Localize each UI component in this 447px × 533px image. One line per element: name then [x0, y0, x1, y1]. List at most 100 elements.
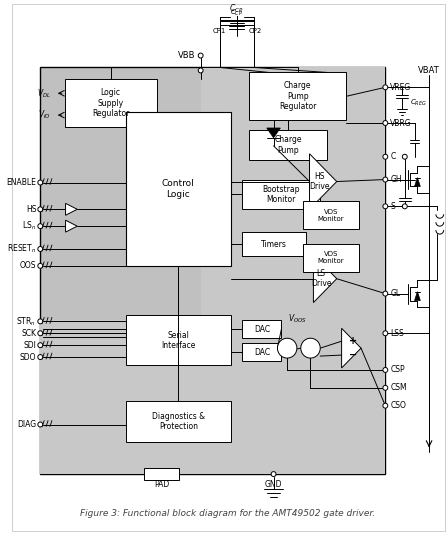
Circle shape [383, 120, 388, 125]
Circle shape [38, 331, 43, 336]
Text: LS$_n$: LS$_n$ [22, 220, 36, 232]
Circle shape [38, 207, 43, 212]
Bar [40, 320, 385, 474]
Text: Diagnostics &
Protection: Diagnostics & Protection [152, 412, 205, 431]
Circle shape [383, 331, 388, 336]
Polygon shape [66, 204, 77, 215]
Text: GH: GH [390, 175, 402, 184]
Text: HS: HS [26, 205, 36, 214]
Text: $V_{IO}$: $V_{IO}$ [38, 109, 51, 122]
Bar [249, 72, 346, 120]
Text: DIAG: DIAG [17, 420, 36, 429]
Polygon shape [414, 177, 420, 187]
Circle shape [383, 367, 388, 373]
Circle shape [198, 68, 203, 73]
Text: S: S [390, 202, 395, 211]
Text: CP1: CP1 [212, 28, 226, 34]
Circle shape [38, 354, 43, 360]
Text: ENABLE: ENABLE [7, 178, 36, 187]
Text: Timers: Timers [261, 239, 287, 248]
Circle shape [301, 338, 320, 358]
Polygon shape [414, 292, 420, 301]
Text: VDS
Monitor: VDS Monitor [318, 252, 344, 264]
Text: VDS
Monitor: VDS Monitor [318, 209, 344, 222]
Text: $C_{REG}$: $C_{REG}$ [409, 98, 426, 108]
Text: STR$_n$: STR$_n$ [17, 315, 36, 328]
Text: HS
Drive: HS Drive [309, 172, 329, 191]
Bar [40, 68, 385, 474]
Text: SDI: SDI [24, 341, 36, 350]
Circle shape [38, 422, 43, 427]
Text: DAC: DAC [254, 325, 270, 334]
Circle shape [38, 246, 43, 252]
Text: Charge
Pump
Regulator: Charge Pump Regulator [279, 82, 316, 111]
Text: $C_{CP}$: $C_{CP}$ [229, 3, 244, 15]
Bar [126, 112, 231, 266]
Circle shape [198, 53, 203, 58]
Text: Control
Logic: Control Logic [162, 179, 195, 199]
Bar [126, 401, 231, 442]
Polygon shape [313, 255, 337, 303]
Bar [201, 68, 385, 333]
Polygon shape [309, 154, 337, 209]
Bar [303, 201, 359, 229]
Text: CSM: CSM [390, 383, 407, 392]
Text: C: C [390, 152, 396, 161]
Circle shape [38, 319, 43, 324]
Circle shape [278, 338, 297, 358]
Bar [242, 343, 281, 361]
Text: VBRG: VBRG [390, 118, 412, 127]
Bar [303, 244, 359, 272]
Bar [242, 320, 281, 338]
Circle shape [383, 403, 388, 408]
Text: RESET$_n$: RESET$_n$ [7, 243, 36, 255]
Text: VBAT: VBAT [418, 66, 440, 75]
Text: Serial
Interface: Serial Interface [161, 330, 195, 350]
Circle shape [38, 180, 43, 185]
Circle shape [38, 263, 43, 268]
Text: VREG: VREG [390, 83, 411, 92]
Circle shape [271, 472, 276, 477]
Text: SCK: SCK [21, 329, 36, 338]
Text: PAD: PAD [154, 480, 169, 489]
Circle shape [383, 204, 388, 209]
Bar [242, 232, 306, 256]
Text: DAC: DAC [254, 348, 270, 357]
Text: $V_{OOS}$: $V_{OOS}$ [288, 312, 307, 325]
Circle shape [383, 385, 388, 390]
Text: CP2: CP2 [249, 28, 261, 34]
Text: Logic
Supply
Regulator: Logic Supply Regulator [92, 88, 130, 118]
Polygon shape [267, 128, 280, 138]
Text: GND: GND [265, 480, 283, 489]
Bar [144, 468, 179, 480]
Text: $V_{DL}$: $V_{DL}$ [37, 87, 51, 100]
Text: SDO: SDO [20, 352, 36, 361]
Text: +: + [349, 336, 357, 346]
Polygon shape [342, 328, 361, 368]
Text: −: − [349, 350, 357, 360]
Text: Bootstrap
Monitor: Bootstrap Monitor [262, 185, 300, 204]
Circle shape [38, 343, 43, 348]
Text: CSP: CSP [390, 366, 405, 375]
Circle shape [383, 291, 388, 296]
Polygon shape [66, 220, 77, 232]
Circle shape [38, 224, 43, 229]
Text: LSS: LSS [390, 329, 404, 338]
Text: VBB: VBB [178, 51, 196, 60]
Circle shape [383, 177, 388, 182]
Bar [242, 180, 320, 209]
Text: CSO: CSO [390, 401, 406, 410]
Text: Charge
Pump: Charge Pump [274, 135, 302, 155]
Bar [249, 130, 327, 160]
Circle shape [383, 154, 388, 159]
Text: Figure 3: Functional block diagram for the AMT49502 gate driver.: Figure 3: Functional block diagram for t… [80, 509, 375, 518]
Bar [126, 316, 231, 365]
Text: OOS: OOS [20, 261, 36, 270]
Text: LS
Drive: LS Drive [311, 269, 331, 288]
Circle shape [402, 204, 407, 209]
Bar [64, 79, 157, 127]
Text: $C_{CP}$: $C_{CP}$ [231, 8, 244, 18]
Text: GL: GL [390, 289, 401, 298]
Circle shape [402, 154, 407, 159]
Circle shape [383, 85, 388, 90]
